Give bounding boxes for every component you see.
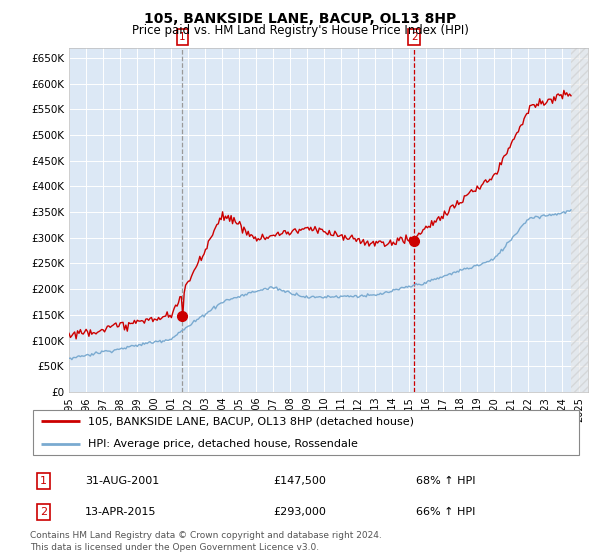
Text: 105, BANKSIDE LANE, BACUP, OL13 8HP (detached house): 105, BANKSIDE LANE, BACUP, OL13 8HP (det…	[88, 416, 414, 426]
Bar	[571, 48, 588, 392]
Text: 13-APR-2015: 13-APR-2015	[85, 507, 157, 517]
Text: 68% ↑ HPI: 68% ↑ HPI	[416, 476, 476, 486]
Text: 66% ↑ HPI: 66% ↑ HPI	[416, 507, 476, 517]
Text: £147,500: £147,500	[273, 476, 326, 486]
Text: £293,000: £293,000	[273, 507, 326, 517]
Text: 105, BANKSIDE LANE, BACUP, OL13 8HP: 105, BANKSIDE LANE, BACUP, OL13 8HP	[144, 12, 456, 26]
Text: 1: 1	[40, 476, 47, 486]
FancyBboxPatch shape	[33, 410, 579, 455]
Text: 2: 2	[411, 32, 418, 42]
Text: Price paid vs. HM Land Registry's House Price Index (HPI): Price paid vs. HM Land Registry's House …	[131, 24, 469, 36]
Text: 2: 2	[40, 507, 47, 517]
Text: 31-AUG-2001: 31-AUG-2001	[85, 476, 160, 486]
Text: HPI: Average price, detached house, Rossendale: HPI: Average price, detached house, Ross…	[88, 439, 358, 449]
Text: Contains HM Land Registry data © Crown copyright and database right 2024.
This d: Contains HM Land Registry data © Crown c…	[30, 531, 382, 552]
Text: 1: 1	[179, 32, 186, 42]
